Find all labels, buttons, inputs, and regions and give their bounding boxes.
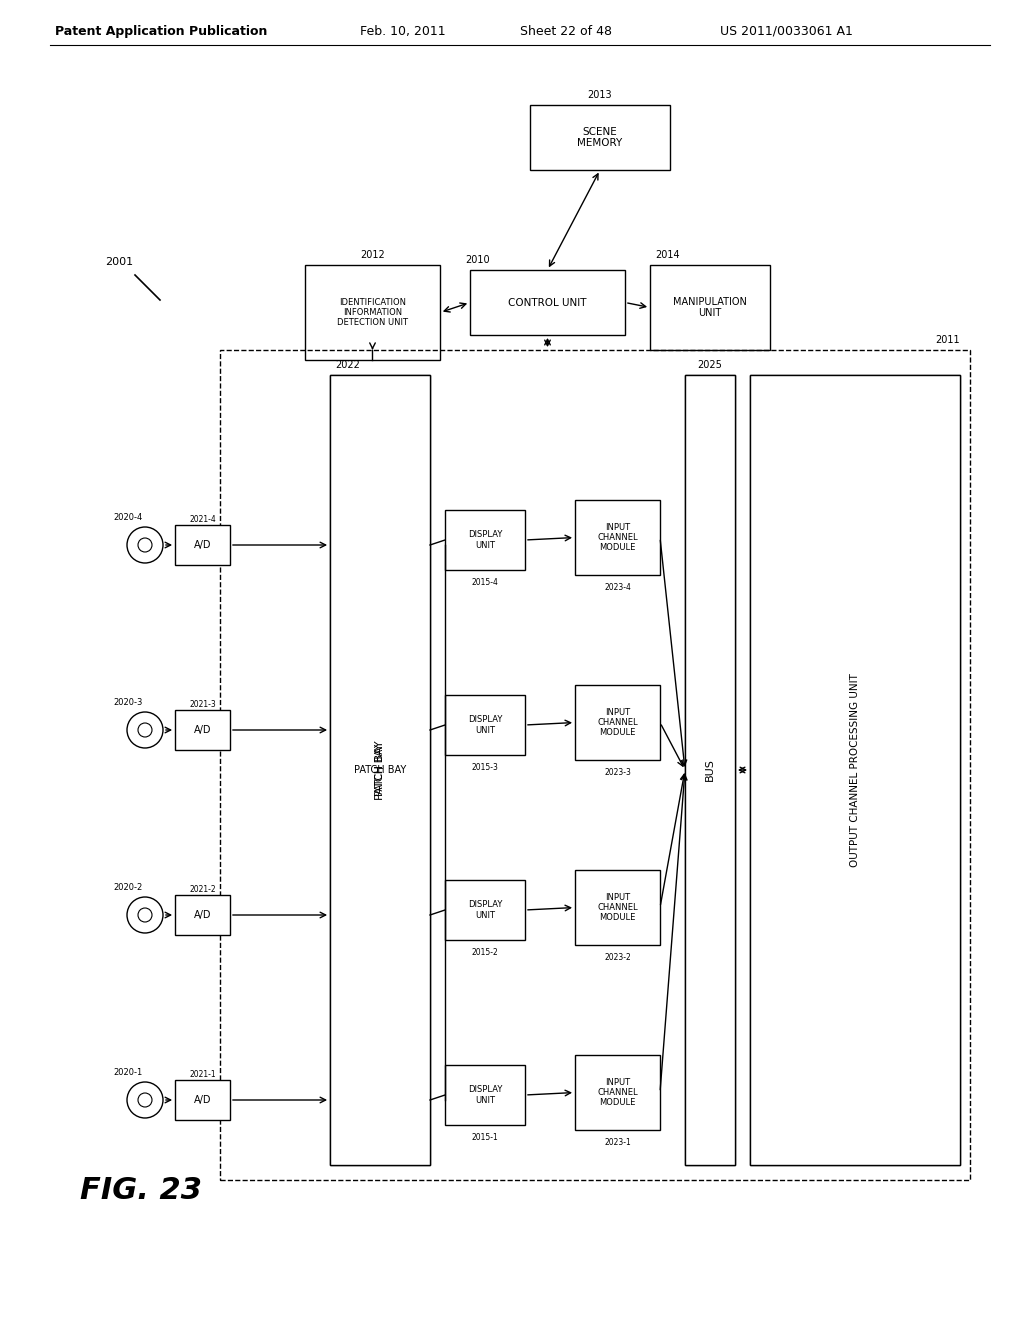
Text: Sheet 22 of 48: Sheet 22 of 48: [520, 25, 612, 38]
FancyBboxPatch shape: [575, 870, 660, 945]
Text: BUS: BUS: [705, 759, 715, 781]
Text: A/D: A/D: [194, 909, 211, 920]
Text: 2021-3: 2021-3: [189, 700, 216, 709]
Text: 2015-3: 2015-3: [472, 763, 499, 772]
Text: FIG. 23: FIG. 23: [80, 1176, 202, 1205]
Text: A/D: A/D: [194, 540, 211, 550]
Text: 2023-1: 2023-1: [604, 1138, 631, 1147]
Text: PATCH BAY: PATCH BAY: [354, 766, 407, 775]
FancyBboxPatch shape: [175, 525, 230, 565]
Text: 2001: 2001: [105, 257, 133, 267]
Text: MANIPULATION
UNIT: MANIPULATION UNIT: [673, 297, 746, 318]
Text: 2023-2: 2023-2: [604, 953, 631, 962]
FancyBboxPatch shape: [445, 880, 525, 940]
Text: 2011: 2011: [935, 335, 961, 345]
Text: INPUT
CHANNEL
MODULE: INPUT CHANNEL MODULE: [597, 523, 638, 552]
Text: PATCH BAY: PATCH BAY: [375, 744, 385, 796]
FancyBboxPatch shape: [685, 375, 735, 1166]
Text: 2021-1: 2021-1: [189, 1071, 216, 1078]
Text: 2015-1: 2015-1: [472, 1133, 499, 1142]
FancyBboxPatch shape: [575, 1055, 660, 1130]
Text: PATCH BAY: PATCH BAY: [375, 741, 385, 800]
Text: 2015-2: 2015-2: [472, 948, 499, 957]
FancyBboxPatch shape: [175, 895, 230, 935]
Text: 2020-3: 2020-3: [113, 698, 142, 708]
FancyBboxPatch shape: [650, 265, 770, 350]
FancyBboxPatch shape: [175, 710, 230, 750]
Text: 2014: 2014: [655, 249, 680, 260]
FancyBboxPatch shape: [305, 265, 440, 360]
Text: SCENE
MEMORY: SCENE MEMORY: [578, 127, 623, 148]
Text: Feb. 10, 2011: Feb. 10, 2011: [360, 25, 445, 38]
FancyBboxPatch shape: [330, 375, 430, 1166]
Text: 2020-1: 2020-1: [113, 1068, 142, 1077]
Text: INPUT
CHANNEL
MODULE: INPUT CHANNEL MODULE: [597, 1077, 638, 1107]
FancyBboxPatch shape: [445, 1065, 525, 1125]
Text: DISPLAY
UNIT: DISPLAY UNIT: [468, 531, 502, 549]
FancyBboxPatch shape: [750, 375, 961, 1166]
Text: 2013: 2013: [588, 90, 612, 100]
FancyBboxPatch shape: [575, 500, 660, 576]
FancyBboxPatch shape: [575, 685, 660, 760]
Text: DISPLAY
UNIT: DISPLAY UNIT: [468, 900, 502, 920]
Text: INPUT
CHANNEL
MODULE: INPUT CHANNEL MODULE: [597, 892, 638, 923]
Text: 2020-4: 2020-4: [113, 513, 142, 521]
Text: 2023-3: 2023-3: [604, 768, 631, 777]
Text: Patent Application Publication: Patent Application Publication: [55, 25, 267, 38]
FancyBboxPatch shape: [445, 696, 525, 755]
Text: OUTPUT CHANNEL PROCESSING UNIT: OUTPUT CHANNEL PROCESSING UNIT: [850, 673, 860, 867]
FancyBboxPatch shape: [685, 375, 735, 1166]
Text: A/D: A/D: [194, 725, 211, 735]
Text: INPUT
CHANNEL
MODULE: INPUT CHANNEL MODULE: [597, 708, 638, 738]
FancyBboxPatch shape: [175, 1080, 230, 1119]
Text: 2021-2: 2021-2: [189, 884, 216, 894]
Text: 2010: 2010: [465, 255, 489, 265]
Text: 2021-4: 2021-4: [189, 515, 216, 524]
FancyBboxPatch shape: [530, 106, 670, 170]
Text: DISPLAY
UNIT: DISPLAY UNIT: [468, 715, 502, 735]
Text: 2012: 2012: [360, 249, 385, 260]
Text: A/D: A/D: [194, 1096, 211, 1105]
Text: 2025: 2025: [697, 360, 723, 370]
Text: 2020-2: 2020-2: [113, 883, 142, 892]
Text: 2023-4: 2023-4: [604, 583, 631, 591]
FancyBboxPatch shape: [470, 271, 625, 335]
Text: CONTROL UNIT: CONTROL UNIT: [508, 297, 587, 308]
FancyBboxPatch shape: [330, 375, 430, 1166]
FancyBboxPatch shape: [750, 375, 961, 1166]
Text: IDENTIFICATION
INFORMATION
DETECTION UNIT: IDENTIFICATION INFORMATION DETECTION UNI…: [337, 297, 408, 327]
FancyBboxPatch shape: [445, 510, 525, 570]
Text: 2022: 2022: [335, 360, 359, 370]
Text: 2015-4: 2015-4: [472, 578, 499, 587]
Text: US 2011/0033061 A1: US 2011/0033061 A1: [720, 25, 853, 38]
Text: DISPLAY
UNIT: DISPLAY UNIT: [468, 1085, 502, 1105]
